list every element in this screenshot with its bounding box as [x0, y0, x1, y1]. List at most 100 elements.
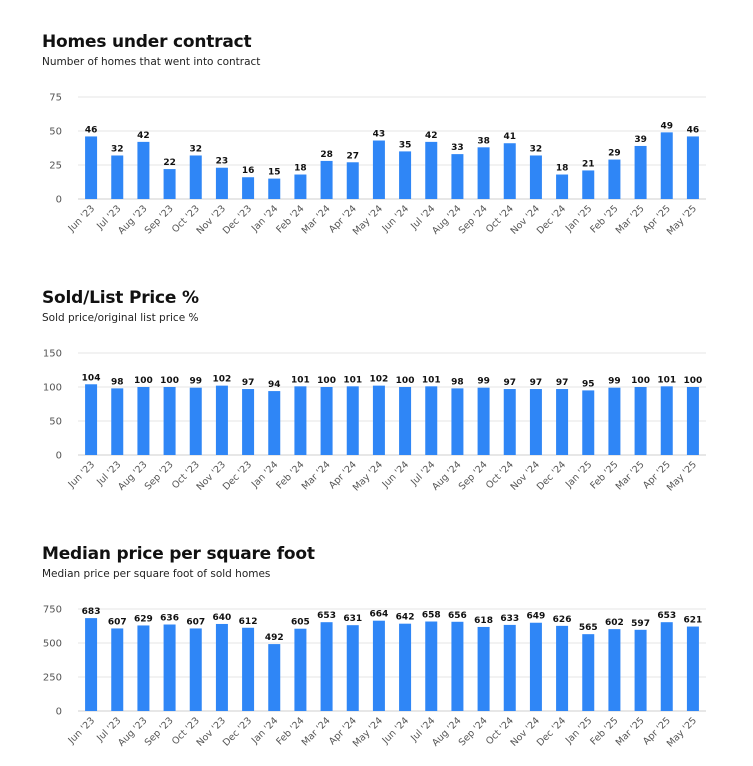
- bar: [111, 155, 124, 199]
- data-label: 33: [451, 143, 464, 153]
- bar: [451, 621, 464, 711]
- bar: [137, 625, 150, 711]
- data-label: 32: [111, 144, 124, 154]
- bar: [242, 389, 255, 455]
- data-label: 631: [343, 614, 362, 624]
- x-tick-label: Sep '24: [457, 203, 490, 236]
- chart-subtitle: Number of homes that went into contract: [42, 56, 261, 68]
- y-tick-label: 150: [43, 349, 62, 360]
- x-tick-label: Aug '23: [116, 459, 149, 492]
- data-label: 97: [556, 378, 569, 388]
- data-label: 102: [213, 375, 232, 385]
- bar: [608, 387, 621, 455]
- data-label: 100: [160, 376, 179, 386]
- data-label: 664: [370, 610, 389, 620]
- data-label: 42: [425, 131, 438, 141]
- x-tick-label: Aug '24: [430, 459, 463, 492]
- data-label: 99: [189, 377, 202, 387]
- bar: [529, 155, 542, 199]
- x-tick-label: Mar '24: [300, 459, 333, 492]
- data-label: 492: [265, 633, 284, 643]
- bar: [425, 141, 438, 199]
- bar: [529, 622, 542, 711]
- bar: [85, 618, 98, 711]
- bar: [686, 387, 699, 455]
- data-label: 38: [477, 136, 490, 146]
- data-label: 621: [684, 616, 703, 626]
- bar: [242, 177, 255, 199]
- data-label: 41: [503, 132, 516, 142]
- bar: [346, 386, 359, 455]
- x-tick-label: Jun '23: [66, 715, 98, 747]
- y-tick-label: 100: [43, 383, 62, 394]
- bar: [399, 623, 412, 711]
- data-label: 43: [373, 130, 386, 140]
- y-tick-label: 750: [43, 605, 62, 616]
- bar: [477, 626, 490, 711]
- data-label: 21: [582, 159, 595, 169]
- data-label: 683: [82, 607, 101, 617]
- bar: [268, 644, 281, 711]
- bar: [268, 178, 281, 199]
- x-tick-label: Aug '23: [116, 203, 149, 236]
- data-label: 28: [320, 150, 333, 160]
- x-tick-label: Jun '24: [380, 715, 412, 747]
- chart-subtitle: Sold price/original list price %: [42, 312, 199, 324]
- data-label: 22: [163, 158, 176, 168]
- bar: [582, 390, 595, 455]
- data-label: 605: [291, 618, 310, 628]
- bar: [85, 384, 98, 455]
- x-tick-label: Sep '24: [457, 715, 490, 748]
- y-tick-label: 0: [56, 195, 62, 206]
- bar: [163, 387, 176, 455]
- data-label: 15: [268, 168, 281, 178]
- bar: [372, 140, 385, 199]
- data-label: 104: [82, 373, 101, 383]
- x-tick-label: Sep '24: [457, 459, 490, 492]
- bar: [215, 167, 228, 199]
- data-label: 100: [317, 376, 336, 386]
- chart-title: Median price per square foot: [42, 544, 315, 564]
- bar: [137, 141, 150, 199]
- x-tick-label: Dec '24: [535, 715, 568, 748]
- data-label: 97: [242, 378, 255, 388]
- x-tick-label: Mar '24: [300, 203, 333, 236]
- y-tick-label: 250: [43, 673, 62, 684]
- data-label: 658: [422, 611, 441, 621]
- chart-subtitle: Median price per square foot of sold hom…: [42, 568, 271, 580]
- x-tick-label: Mar '25: [614, 203, 647, 236]
- x-tick-label: Sep '23: [143, 459, 176, 492]
- x-tick-label: Dec '24: [535, 459, 568, 492]
- data-label: 32: [530, 144, 543, 154]
- data-label: 633: [500, 614, 519, 624]
- bar: [189, 155, 202, 199]
- x-tick-label: Sep '23: [143, 715, 176, 748]
- bar: [215, 623, 228, 711]
- data-label: 642: [396, 613, 415, 623]
- data-label: 101: [657, 375, 676, 385]
- data-label: 607: [108, 617, 127, 627]
- bar: [634, 145, 647, 199]
- bar: [215, 385, 228, 455]
- x-tick-label: Mar '24: [300, 715, 333, 748]
- data-label: 565: [579, 623, 598, 633]
- bar: [477, 147, 490, 199]
- bar: [660, 622, 673, 711]
- data-label: 32: [189, 144, 202, 154]
- x-tick-label: Mar '25: [614, 715, 647, 748]
- bar: [451, 388, 464, 455]
- x-tick-label: Aug '23: [116, 715, 149, 748]
- x-tick-label: Aug '24: [430, 203, 463, 236]
- y-tick-label: 50: [49, 127, 62, 138]
- bar: [451, 154, 464, 199]
- bar: [320, 160, 333, 199]
- x-tick-label: Dec '23: [221, 459, 254, 492]
- data-label: 42: [137, 131, 150, 141]
- data-label: 97: [503, 378, 516, 388]
- data-label: 46: [687, 125, 700, 135]
- bar: [556, 625, 569, 711]
- x-tick-label: Dec '23: [221, 715, 254, 748]
- data-label: 49: [660, 121, 673, 131]
- bar: [294, 386, 307, 455]
- data-label: 39: [634, 135, 647, 145]
